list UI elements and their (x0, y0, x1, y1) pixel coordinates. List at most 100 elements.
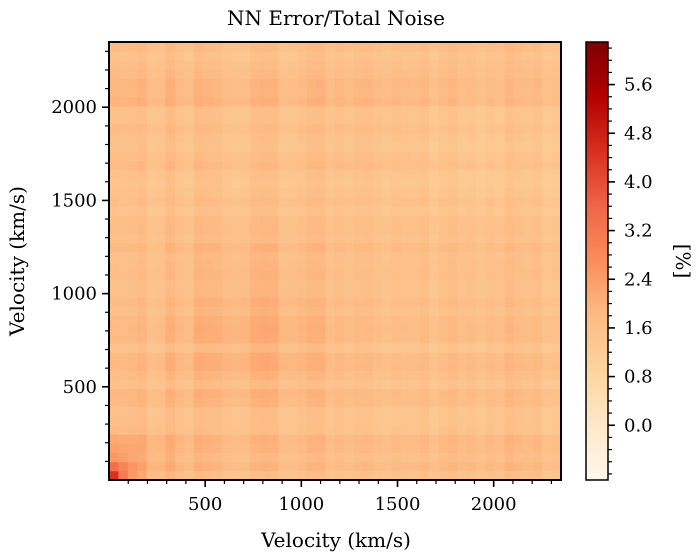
heatmap-cell (353, 151, 364, 162)
x-axis: 500 1000 1500 2000 (127, 480, 552, 515)
heatmap-cell (156, 461, 166, 472)
heatmap-cell (240, 315, 251, 326)
heatmap-cell (222, 124, 232, 134)
heatmap-cell (297, 361, 308, 371)
heatmap-cell (532, 87, 543, 98)
heatmap-cell (269, 42, 279, 52)
heatmap-cell (476, 160, 487, 171)
heatmap-cell (316, 206, 326, 216)
heatmap-cell (542, 397, 552, 408)
heatmap-cell (410, 215, 421, 225)
heatmap-cell (457, 315, 468, 326)
heatmap-cell (419, 397, 430, 408)
heatmap-cell (466, 169, 477, 180)
heatmap-cell (316, 51, 326, 61)
heatmap-cell (240, 142, 251, 152)
heatmap-cell (419, 306, 430, 317)
heatmap-cell (410, 334, 421, 344)
heatmap-cell (137, 233, 148, 244)
heatmap-cell (344, 78, 355, 89)
heatmap-cell (240, 160, 251, 171)
heatmap-cell (551, 42, 562, 52)
heatmap-cell (278, 96, 289, 107)
heatmap-cell (448, 461, 458, 472)
heatmap-cell (476, 251, 487, 262)
heatmap-cell (127, 470, 138, 481)
heatmap-cell (240, 324, 251, 335)
heatmap-cell (137, 251, 148, 262)
heatmap-cell (372, 206, 383, 216)
heatmap-cell (278, 352, 289, 362)
heatmap-cell (532, 470, 543, 481)
heatmap-cell (476, 461, 487, 472)
heatmap-cell (203, 407, 213, 417)
heatmap-cell (156, 297, 166, 308)
heatmap-cell (287, 361, 298, 371)
heatmap-cell (287, 388, 298, 399)
heatmap-cell (419, 151, 430, 162)
heatmap-cell (457, 206, 468, 216)
heatmap-cell (184, 470, 195, 481)
heatmap-cell (184, 270, 195, 280)
heatmap-cell (250, 78, 261, 89)
heatmap-cell (118, 60, 129, 70)
heatmap-cell (410, 361, 421, 371)
heatmap-cell (419, 206, 430, 216)
heatmap-cell (466, 297, 477, 308)
heatmap-cell (109, 224, 119, 235)
heatmap-cell (184, 87, 195, 98)
heatmap-cell (269, 388, 279, 399)
heatmap-cell (278, 315, 289, 326)
heatmap-cell (278, 133, 289, 143)
heatmap-cell (127, 461, 138, 472)
heatmap-cell (504, 397, 515, 408)
heatmap-cell (382, 434, 392, 444)
heatmap-cell (438, 69, 449, 79)
heatmap-cell (278, 361, 289, 371)
heatmap-cell (382, 133, 392, 143)
heatmap-cell (429, 151, 439, 162)
heatmap-cell (231, 51, 242, 61)
heatmap-cell (495, 334, 505, 344)
heatmap-cell (335, 188, 345, 198)
heatmap-cell (382, 169, 392, 180)
heatmap-cell (146, 334, 157, 344)
heatmap-cell (259, 306, 270, 317)
heatmap-cell (335, 361, 345, 371)
heatmap-cell (495, 416, 505, 426)
heatmap-cell (438, 133, 449, 143)
heatmap-cell (495, 42, 505, 52)
heatmap-cell (391, 388, 402, 399)
heatmap-cell (278, 233, 289, 244)
heatmap-cell (495, 288, 505, 298)
heatmap-cell (372, 361, 383, 371)
heatmap-cell (344, 124, 355, 134)
heatmap-cell (391, 142, 402, 152)
heatmap-cell (156, 416, 166, 426)
heatmap-cell (335, 224, 345, 235)
heatmap-cell (485, 279, 496, 289)
heatmap-cell (127, 51, 138, 61)
heatmap-cell (344, 270, 355, 280)
heatmap-cell (344, 87, 355, 98)
heatmap-cell (372, 452, 383, 463)
heatmap-cell (551, 279, 562, 289)
heatmap-cell (297, 115, 308, 125)
heatmap-cell (240, 361, 251, 371)
y-axis-label: Velocity (km/s) (5, 186, 29, 337)
heatmap-cell (325, 397, 336, 408)
heatmap-cell (476, 224, 487, 235)
colorbar-tick-label: 4.0 (624, 172, 653, 193)
heatmap-cell (269, 461, 279, 472)
heatmap-cell (344, 324, 355, 335)
heatmap-cell (146, 105, 157, 116)
heatmap-cell (297, 416, 308, 426)
heatmap-cell (212, 324, 223, 335)
heatmap-cell (335, 279, 345, 289)
heatmap-cell (429, 124, 439, 134)
heatmap-cell (344, 160, 355, 171)
heatmap-cell (118, 42, 129, 52)
heatmap-cell (448, 96, 458, 107)
heatmap-cell (457, 261, 468, 271)
heatmap-cell (485, 416, 496, 426)
